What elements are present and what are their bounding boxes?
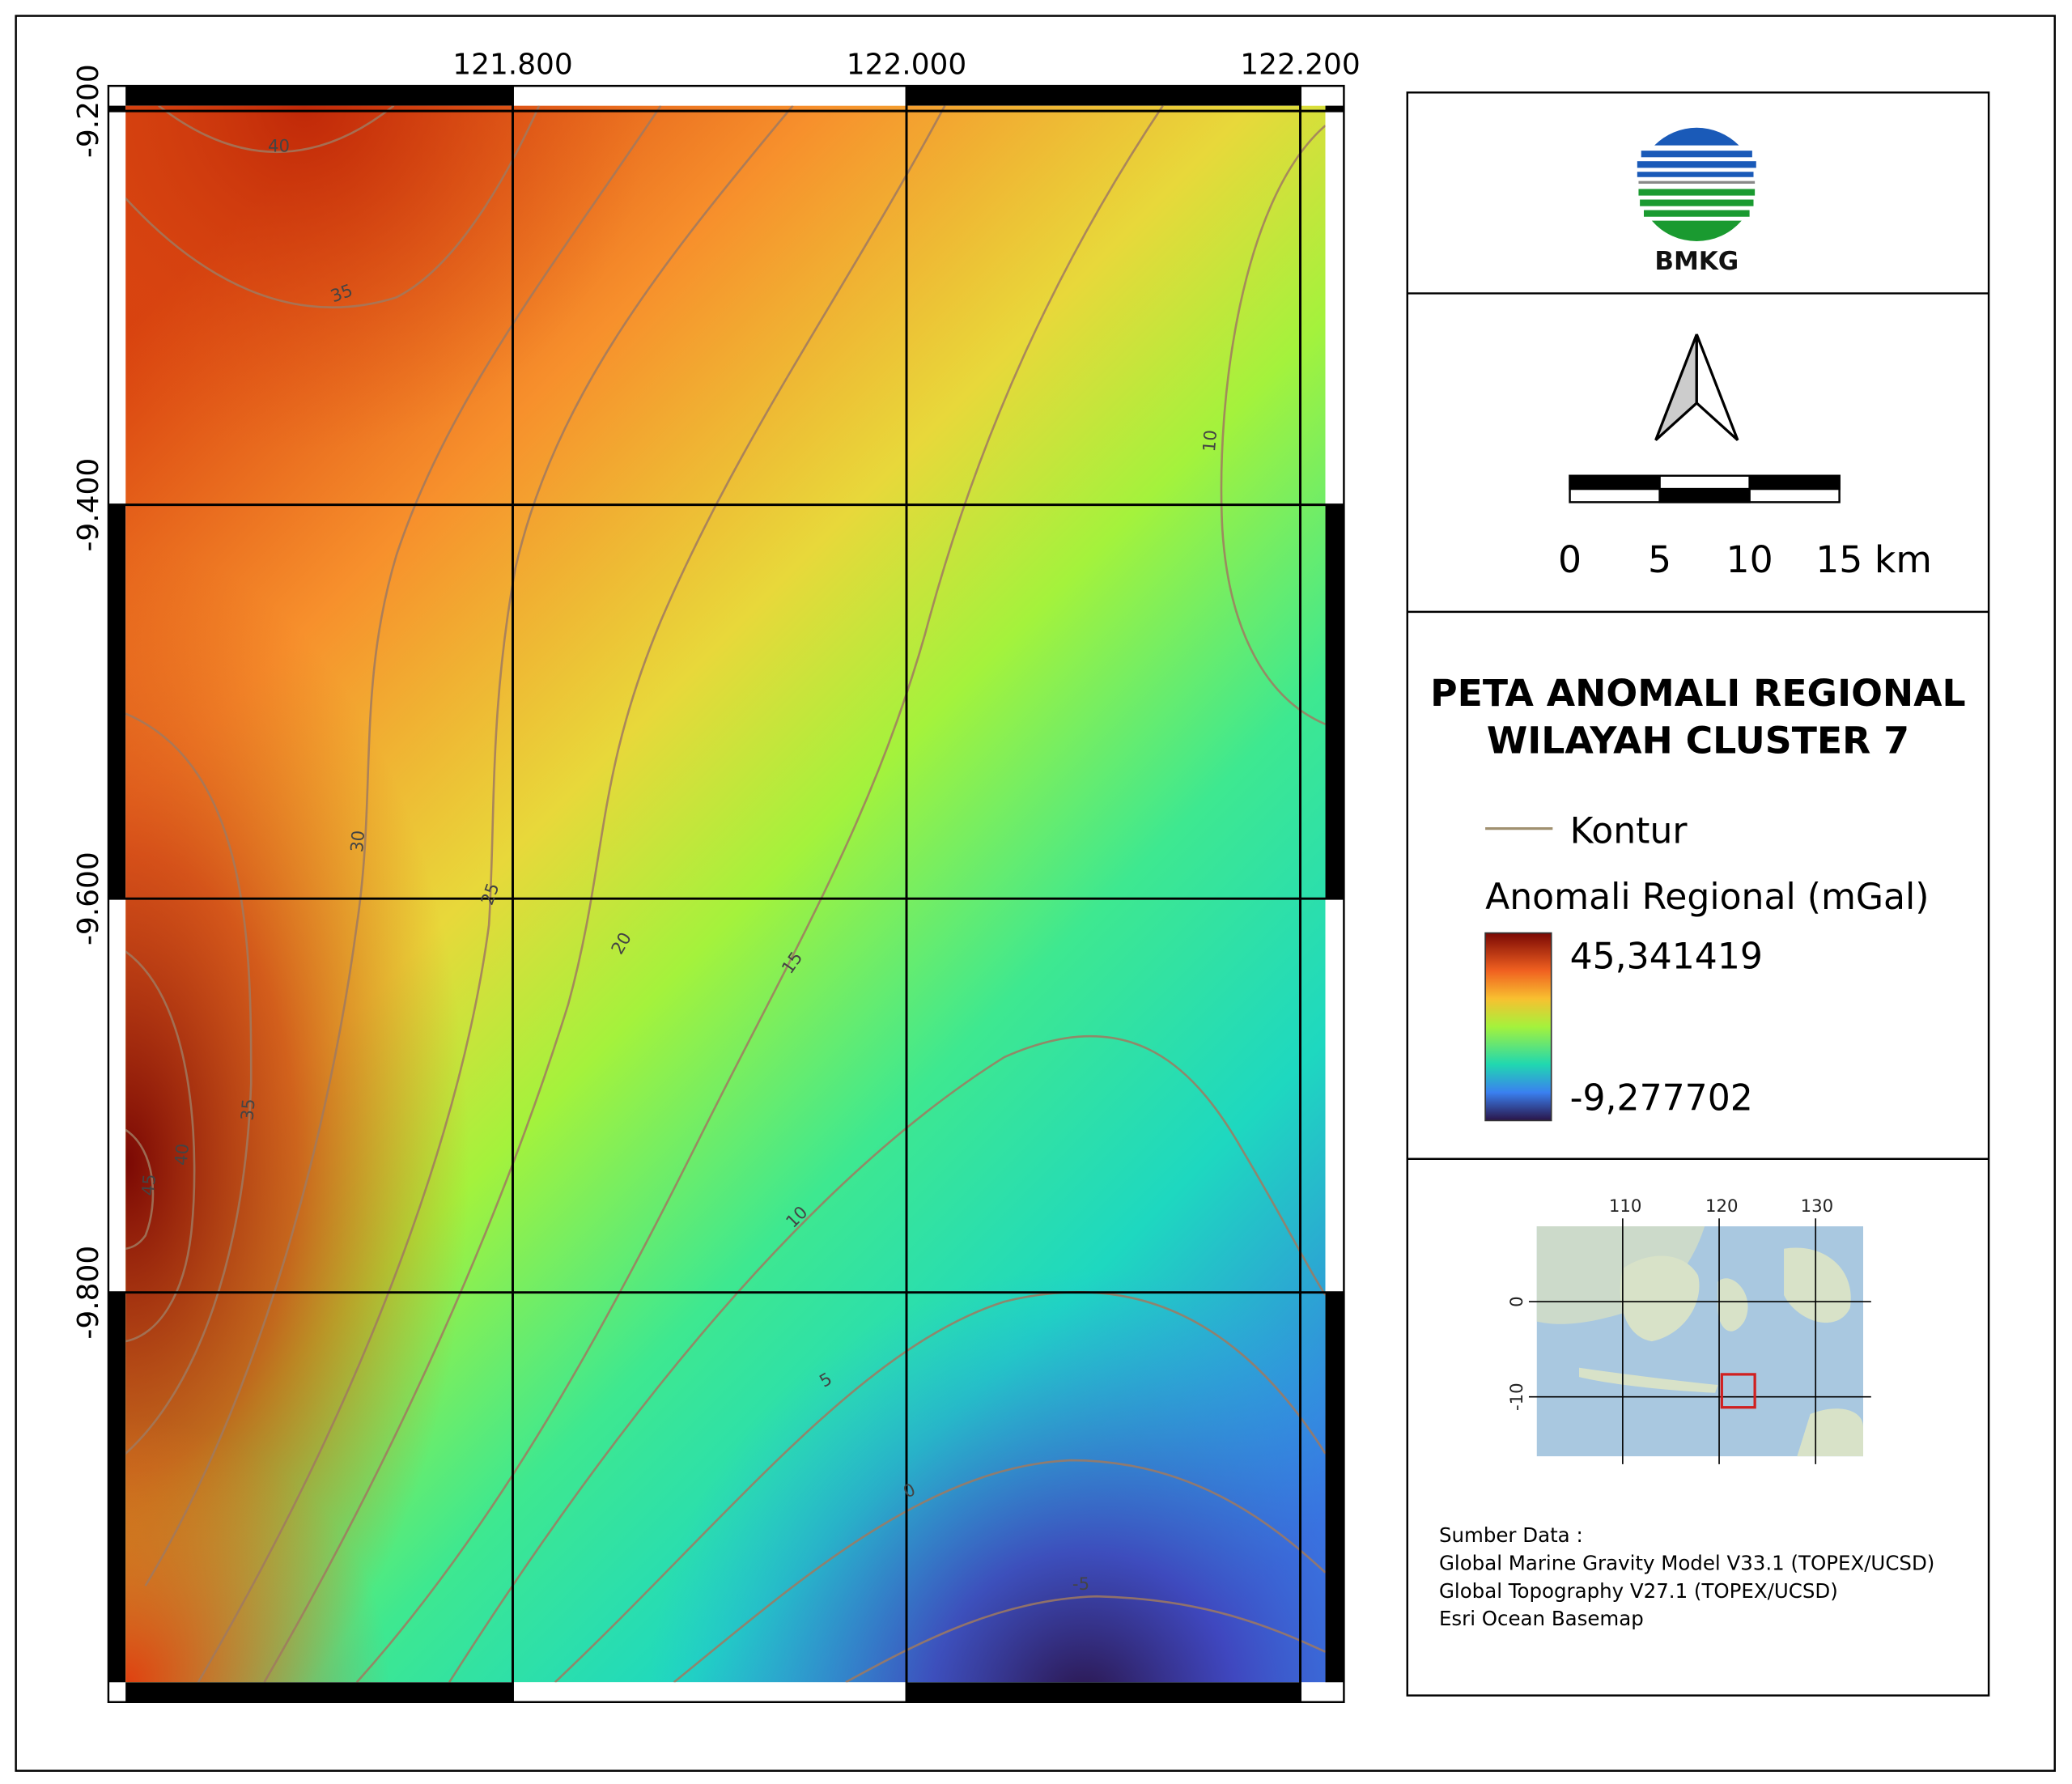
source-line: Global Topography V27.1 (TOPEX/UCSD) <box>1439 1579 1838 1603</box>
inset-y-tick: -10 <box>1507 1383 1527 1411</box>
color-ramp <box>1484 932 1552 1122</box>
source-line: Global Marine Gravity Model V33.1 (TOPEX… <box>1439 1552 1934 1575</box>
legend-label: Kontur <box>1570 811 1688 852</box>
scale-bar <box>1569 474 1841 503</box>
legend-title: Anomali Regional (mGal) <box>1485 877 1929 918</box>
logo-text: BMKG <box>1654 247 1739 276</box>
contour-label: -5 <box>1072 1574 1089 1595</box>
source-line: Esri Ocean Basemap <box>1439 1607 1644 1630</box>
axis-labels: 121.800 122.000 122.200 -9.200 -9.400 -9… <box>72 48 1361 1339</box>
scale-label: 0 <box>1558 538 1582 581</box>
x-tick-label: 122.000 <box>847 48 966 81</box>
y-tick-label: -9.600 <box>72 852 105 945</box>
anomaly-raster <box>125 105 1326 1683</box>
contour-lines <box>125 105 1326 1683</box>
graticule <box>108 86 1344 1702</box>
y-tick-label: -9.800 <box>72 1246 105 1340</box>
contour-label: 45 <box>138 1173 160 1196</box>
scale-label: 10 <box>1726 538 1773 581</box>
north-arrow <box>1654 333 1739 441</box>
source-text: Sumber Data : Global Marine Gravity Mode… <box>1439 1523 1934 1630</box>
scale-label: 15 km <box>1815 538 1932 581</box>
map-title: PETA ANOMALI REGIONAL WILAYAH CLUSTER 7 <box>1430 672 1966 762</box>
inset-x-tick: 130 <box>1801 1196 1834 1217</box>
inset-map: 110 120 130 0 -10 <box>1507 1196 1871 1464</box>
inset-y-tick: 0 <box>1507 1296 1527 1307</box>
logo: BMKG <box>1637 127 1756 276</box>
source-line: Sumber Data : <box>1439 1523 1583 1547</box>
contour-label: 40 <box>172 1143 193 1166</box>
contour-label: 40 <box>268 137 290 157</box>
legend: Kontur Anomali Regional (mGal) 45,341419… <box>1484 811 1930 1122</box>
scale-label: 5 <box>1648 538 1671 581</box>
x-tick-label: 121.800 <box>452 48 572 81</box>
contour-label: 10 <box>1199 429 1221 452</box>
scale-labels: 0 5 10 15 km <box>1558 538 1932 581</box>
y-tick-label: -9.400 <box>72 458 105 552</box>
title-line: WILAYAH CLUSTER 7 <box>1487 720 1909 762</box>
x-tick-label: 122.200 <box>1240 48 1360 81</box>
inset-x-tick: 110 <box>1609 1196 1642 1217</box>
y-tick-label: -9.200 <box>72 64 105 158</box>
ramp-max: 45,341419 <box>1570 937 1763 978</box>
inset-x-tick: 120 <box>1705 1196 1739 1217</box>
frame-ticks <box>108 86 1344 1702</box>
contour-label: 30 <box>347 830 369 853</box>
contour-label: 35 <box>237 1098 259 1121</box>
ramp-min: -9,277702 <box>1570 1077 1753 1119</box>
title-line: PETA ANOMALI REGIONAL <box>1430 672 1966 715</box>
